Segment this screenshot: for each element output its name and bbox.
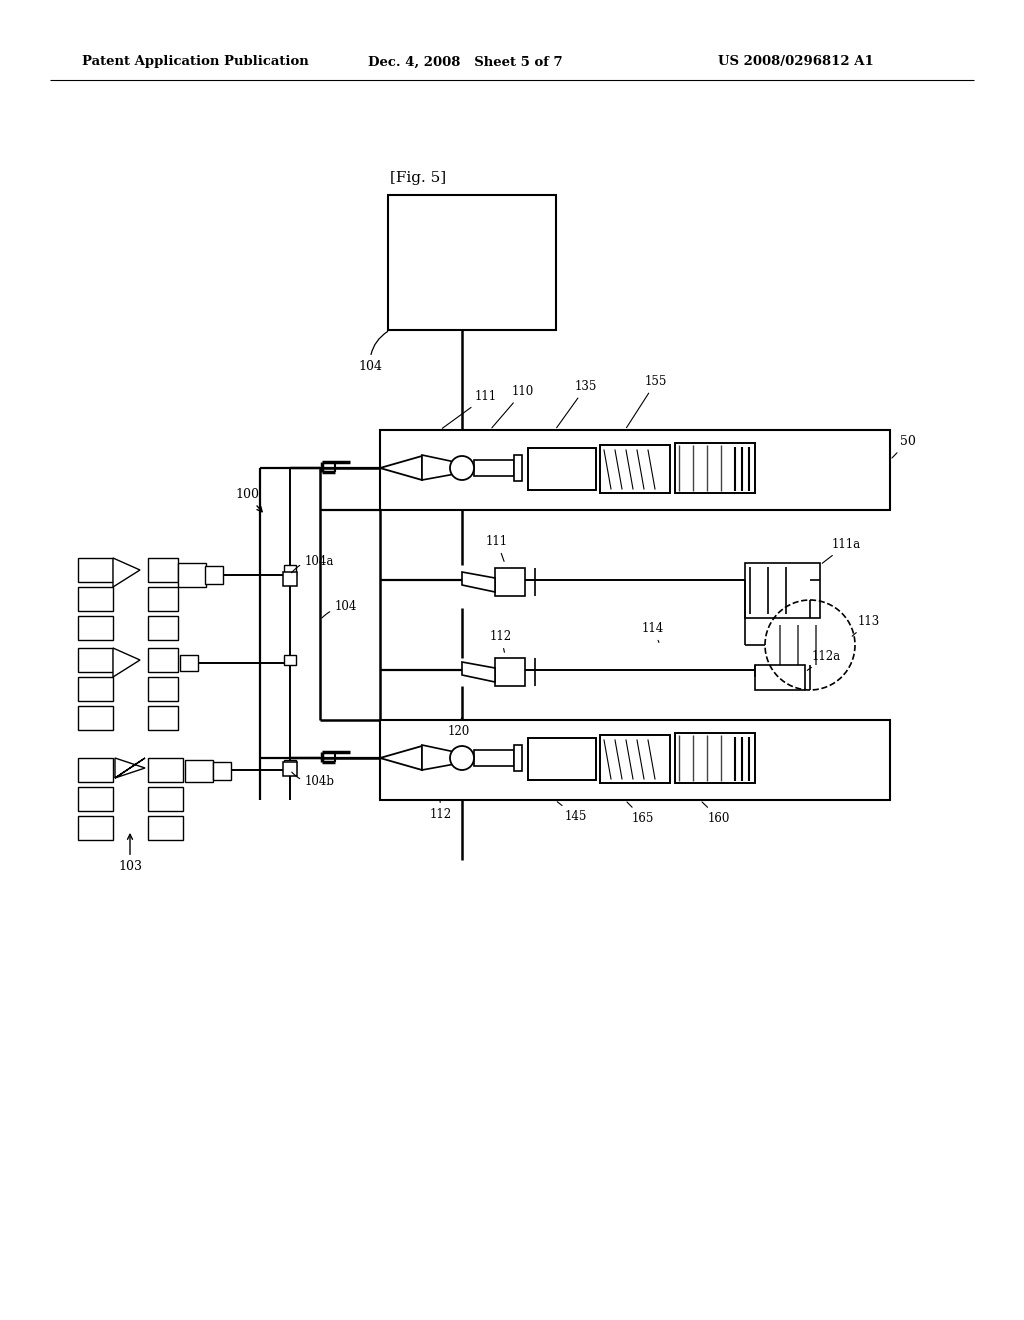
Bar	[213, 762, 231, 780]
Bar	[675, 444, 755, 492]
Bar	[675, 733, 755, 783]
Bar	[148, 787, 183, 810]
Text: 104b: 104b	[292, 772, 335, 788]
Bar	[78, 706, 113, 730]
Bar	[185, 760, 213, 781]
Bar	[284, 760, 296, 770]
Text: 110: 110	[492, 385, 535, 428]
Bar	[148, 706, 178, 730]
Bar	[283, 762, 297, 776]
Bar	[78, 558, 113, 582]
Bar	[380, 430, 890, 510]
Bar	[78, 787, 113, 810]
Text: 112: 112	[490, 630, 512, 652]
Bar	[528, 738, 596, 780]
Text: 111: 111	[486, 535, 508, 561]
Polygon shape	[113, 558, 140, 587]
Bar	[178, 564, 206, 587]
Text: 155: 155	[627, 375, 668, 428]
Bar	[78, 677, 113, 701]
Text: 120: 120	[449, 718, 470, 738]
Polygon shape	[113, 648, 140, 677]
Polygon shape	[462, 663, 495, 682]
Bar	[148, 616, 178, 640]
Bar	[283, 572, 297, 586]
Text: 114: 114	[642, 622, 665, 643]
Bar	[380, 719, 890, 800]
Bar	[205, 566, 223, 583]
Bar	[148, 677, 178, 701]
Polygon shape	[380, 746, 422, 770]
Text: 104: 104	[322, 601, 357, 618]
Text: 100: 100	[234, 488, 262, 512]
Text: 145: 145	[557, 801, 588, 822]
Text: 111a: 111a	[822, 539, 861, 564]
Bar	[495, 657, 525, 686]
Bar	[148, 758, 183, 781]
Polygon shape	[115, 758, 145, 777]
Bar	[514, 744, 522, 771]
Bar	[600, 445, 670, 492]
Text: 104a: 104a	[292, 554, 335, 573]
Text: 112a: 112a	[807, 649, 841, 671]
Bar	[148, 648, 178, 672]
Bar	[600, 735, 670, 783]
Text: 112: 112	[430, 800, 453, 821]
Text: 103: 103	[118, 834, 142, 873]
Bar	[180, 655, 198, 671]
Bar	[388, 195, 556, 330]
Bar	[514, 455, 522, 480]
Polygon shape	[462, 572, 495, 591]
Text: 165: 165	[627, 803, 654, 825]
Bar	[745, 564, 820, 618]
Text: 135: 135	[557, 380, 597, 428]
Bar	[474, 459, 514, 477]
Text: 50: 50	[892, 436, 915, 458]
Polygon shape	[422, 455, 455, 480]
Bar	[148, 558, 178, 582]
Text: Patent Application Publication: Patent Application Publication	[82, 55, 309, 69]
Bar	[284, 655, 296, 665]
Text: Dec. 4, 2008   Sheet 5 of 7: Dec. 4, 2008 Sheet 5 of 7	[368, 55, 562, 69]
Bar	[528, 447, 596, 490]
Text: 104: 104	[358, 331, 388, 374]
Bar	[78, 648, 113, 672]
Bar	[78, 816, 113, 840]
Bar	[755, 665, 805, 690]
Bar	[495, 568, 525, 597]
Text: 160: 160	[702, 803, 730, 825]
Bar	[474, 750, 514, 766]
Bar	[148, 816, 183, 840]
Bar	[78, 758, 113, 781]
Bar	[78, 616, 113, 640]
Circle shape	[450, 455, 474, 480]
Circle shape	[450, 746, 474, 770]
Bar	[78, 587, 113, 611]
Text: [Fig. 5]: [Fig. 5]	[390, 172, 446, 185]
Polygon shape	[422, 744, 455, 770]
Bar	[284, 565, 296, 576]
Text: US 2008/0296812 A1: US 2008/0296812 A1	[718, 55, 873, 69]
Text: 113: 113	[852, 615, 881, 636]
Text: 111: 111	[442, 389, 497, 429]
Polygon shape	[380, 455, 422, 480]
Bar	[148, 587, 178, 611]
